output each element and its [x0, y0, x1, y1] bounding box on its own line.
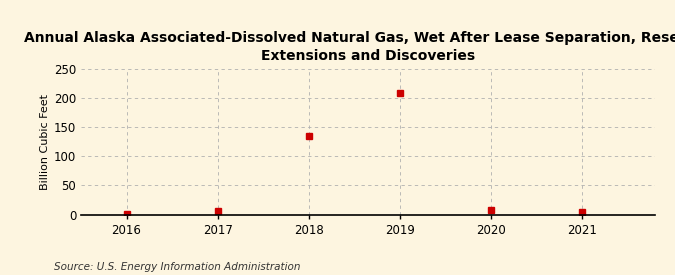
- Text: Source: U.S. Energy Information Administration: Source: U.S. Energy Information Administ…: [54, 262, 300, 272]
- Y-axis label: Billion Cubic Feet: Billion Cubic Feet: [40, 94, 50, 190]
- Title: Annual Alaska Associated-Dissolved Natural Gas, Wet After Lease Separation, Rese: Annual Alaska Associated-Dissolved Natur…: [24, 31, 675, 64]
